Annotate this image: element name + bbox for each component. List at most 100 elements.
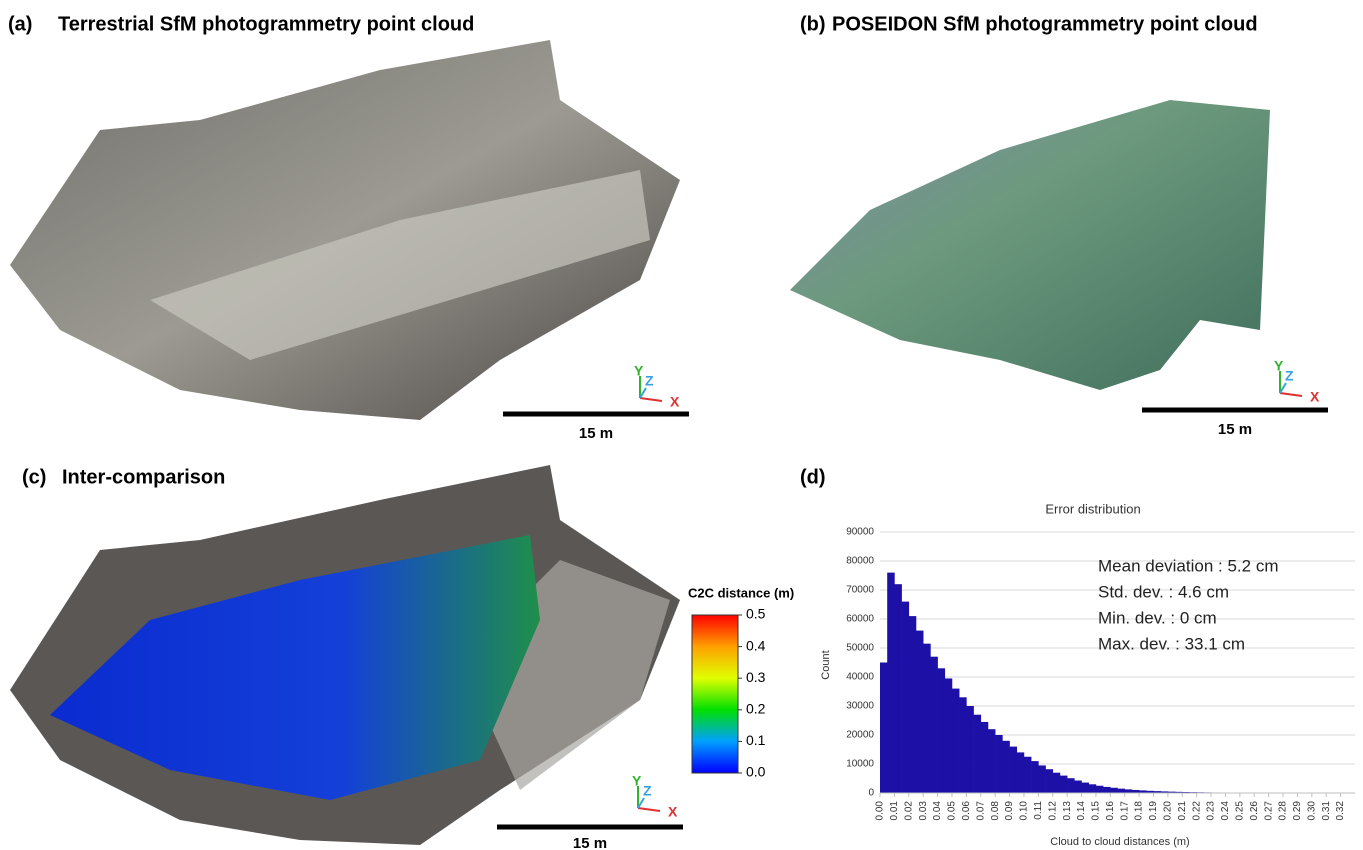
colorbar-tick-label: 0.3	[746, 669, 766, 685]
gizmo-z	[637, 797, 645, 809]
bar	[1016, 752, 1025, 793]
bar	[887, 572, 895, 793]
bar	[1059, 775, 1068, 793]
y-tick-label: 80000	[846, 556, 874, 567]
gizmo-label: X	[670, 394, 680, 410]
x-tick-label: 0.06	[961, 801, 972, 821]
x-tick-label: 0.15	[1091, 801, 1102, 821]
bar	[1124, 789, 1133, 793]
bar	[1175, 791, 1183, 793]
bar	[987, 729, 996, 793]
bar	[1088, 784, 1097, 793]
panel-title: Terrestrial SfM photogrammetry point clo…	[58, 13, 474, 35]
bar	[1009, 746, 1018, 793]
gizmo-label: Z	[643, 783, 652, 799]
x-tick-label: 0.08	[990, 801, 1001, 821]
gizmo-x	[1279, 392, 1303, 397]
bar	[1052, 772, 1061, 793]
bar	[937, 668, 946, 793]
x-tick-label: 0.31	[1321, 801, 1332, 821]
bar	[1117, 788, 1125, 793]
x-tick-label: 0.02	[903, 801, 914, 821]
x-tick-label: 0.26	[1249, 801, 1260, 821]
bar	[923, 643, 931, 793]
x-tick-label: 0.05	[947, 801, 958, 821]
bar	[1081, 782, 1090, 793]
bar	[1002, 740, 1010, 793]
x-axis-label: Cloud to cloud distances (m)	[1050, 836, 1189, 848]
gizmo-x	[637, 807, 661, 812]
bar	[1095, 785, 1104, 793]
annotation: Min. dev. : 0 cm	[1098, 608, 1217, 627]
bar	[1045, 769, 1054, 793]
x-tick-label: 0.07	[975, 801, 986, 821]
colorbar-tick-label: 0.0	[746, 764, 766, 780]
gizmo-z	[1279, 382, 1287, 394]
gizmo-z	[639, 387, 647, 399]
x-tick-label: 0.30	[1306, 801, 1317, 821]
bar	[901, 601, 910, 793]
point-cloud-band	[150, 170, 650, 360]
scale-label: 15 m	[573, 835, 607, 850]
bar	[894, 584, 902, 793]
x-tick-label: 0.04	[932, 801, 943, 821]
bar	[930, 656, 938, 793]
bar	[1167, 791, 1176, 793]
colorbar-tick-label: 0.1	[746, 732, 766, 748]
y-tick-label: 20000	[846, 730, 874, 741]
annotation: Max. dev. : 33.1 cm	[1098, 634, 1245, 653]
panel-label: (a)	[8, 13, 32, 35]
gizmo-label: Z	[645, 373, 654, 389]
panel-title: POSEIDON SfM photogrammetry point cloud	[832, 13, 1258, 35]
y-tick-label: 50000	[846, 643, 874, 654]
x-tick-label: 0.16	[1105, 801, 1116, 821]
bar	[959, 697, 967, 793]
annotation: Mean deviation : 5.2 cm	[1098, 556, 1278, 575]
point-cloud	[10, 40, 680, 420]
c2c-overlay	[50, 535, 540, 800]
x-tick-label: 0.22	[1191, 801, 1202, 821]
colorbar-tick-label: 0.4	[746, 637, 766, 653]
x-tick-label: 0.23	[1206, 801, 1217, 821]
gizmo-label: X	[668, 804, 678, 820]
x-tick-label: 0.13	[1062, 801, 1073, 821]
x-tick-label: 0.09	[1004, 801, 1015, 821]
bar	[1139, 790, 1147, 793]
bar	[1110, 787, 1118, 793]
point-cloud	[790, 100, 1270, 390]
bar	[1146, 790, 1154, 793]
chart-title: Error distribution	[1045, 501, 1140, 516]
x-tick-label: 0.28	[1278, 801, 1289, 821]
x-tick-label: 0.12	[1047, 801, 1058, 821]
bar	[1103, 786, 1111, 793]
x-tick-label: 0.17	[1119, 801, 1130, 821]
x-tick-label: 0.21	[1177, 801, 1188, 821]
x-tick-label: 0.32	[1335, 801, 1346, 821]
x-tick-label: 0.00	[875, 801, 886, 821]
gizmo-label: Y	[1274, 358, 1284, 374]
x-tick-label: 0.11	[1033, 801, 1044, 820]
bar	[1131, 789, 1140, 793]
bar	[995, 735, 1003, 793]
y-axis-label: Count	[820, 650, 832, 679]
panel-title: Inter-comparison	[62, 466, 225, 488]
x-tick-label: 0.27	[1263, 801, 1274, 821]
x-tick-label: 0.24	[1220, 801, 1231, 821]
y-tick-label: 90000	[846, 527, 874, 538]
bar	[908, 616, 917, 793]
gizmo-label: X	[1310, 389, 1320, 405]
colorbar-tick-label: 0.5	[746, 606, 766, 622]
y-tick-label: 70000	[846, 585, 874, 596]
colorbar-title: C2C distance (m)	[688, 585, 794, 600]
y-tick-label: 60000	[846, 614, 874, 625]
bar	[951, 688, 960, 793]
scale-label: 15 m	[579, 425, 613, 442]
bar	[1031, 761, 1039, 793]
x-tick-label: 0.14	[1076, 801, 1087, 821]
x-tick-label: 0.25	[1234, 801, 1245, 821]
gizmo-label: Z	[1285, 368, 1294, 384]
y-tick-label: 40000	[846, 672, 874, 683]
bar	[966, 706, 974, 793]
bar	[1023, 756, 1032, 793]
